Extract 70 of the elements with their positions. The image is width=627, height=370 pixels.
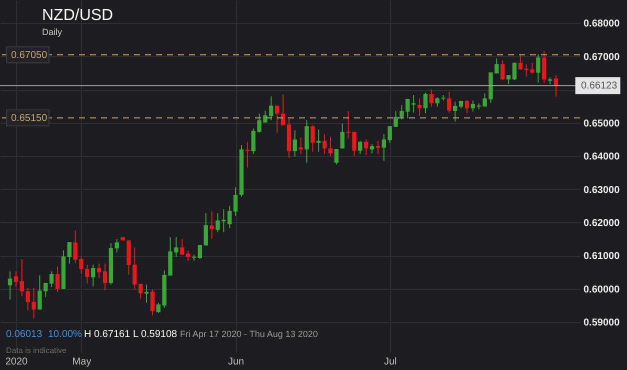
candlestick — [370, 144, 374, 154]
y-tick-label: 0.60000 — [584, 284, 620, 296]
candlestick — [435, 96, 440, 108]
candlestick — [423, 92, 428, 114]
candlestick — [322, 134, 327, 155]
candlestick — [85, 264, 90, 284]
candlestick — [512, 62, 517, 81]
candlestick — [364, 138, 368, 156]
candlestick — [298, 136, 303, 155]
y-tick-label: 0.67000 — [584, 52, 620, 63]
candlestick — [233, 186, 238, 216]
candlestick — [114, 238, 119, 253]
candlestick — [55, 266, 60, 292]
candlestick — [91, 264, 96, 287]
candlestick — [32, 287, 36, 319]
chart-title: NZD/USD — [42, 7, 114, 25]
candlestick — [316, 129, 321, 152]
candlestick — [292, 130, 297, 158]
candlestick — [150, 289, 155, 316]
candlestick — [67, 242, 72, 264]
annotation: H 0.67161 — [84, 329, 130, 340]
candlestick — [210, 211, 214, 240]
candlestick — [304, 120, 309, 164]
candlestick — [453, 101, 458, 122]
ref-line-label: 0.66123 — [581, 80, 618, 92]
candlestick — [96, 263, 102, 278]
candlestick — [340, 123, 344, 149]
candlestick — [328, 136, 333, 157]
candlestick — [470, 100, 476, 112]
y-tick-label: 0.64000 — [584, 152, 620, 163]
ref-line-label: 0.65150 — [11, 112, 48, 124]
candlestick — [429, 88, 434, 108]
candlestick — [334, 148, 339, 165]
candlestick — [417, 98, 422, 116]
candlestick — [20, 258, 24, 297]
candlestick — [204, 212, 208, 246]
candlestick — [358, 140, 362, 155]
candlestick — [536, 54, 540, 84]
y-tick-label: 0.62000 — [584, 218, 620, 229]
x-tick-label: Jul — [384, 356, 397, 368]
y-tick-label: 0.59000 — [584, 318, 620, 329]
x-tick-label: 2020 — [5, 356, 28, 368]
candlestick — [464, 99, 470, 114]
annotation: L 0.59108 — [133, 329, 178, 340]
candlestick — [542, 50, 546, 84]
candlestick — [280, 94, 286, 126]
annotation: 0.06013 — [6, 329, 42, 340]
annotation: Fri Apr 17 2020 - Thu Aug 13 2020 — [180, 329, 318, 339]
candlestick — [198, 244, 202, 260]
annotation: Data is indicative — [6, 346, 66, 355]
candlestick — [447, 91, 452, 114]
candlestick — [186, 250, 190, 262]
y-tick-label: 0.63000 — [584, 184, 620, 196]
candlestick — [8, 270, 12, 300]
candlestick — [376, 140, 380, 155]
y-tick-label: 0.61000 — [584, 251, 620, 262]
x-tick-label: May — [72, 356, 92, 368]
text: Daily — [42, 27, 62, 37]
candlestick — [14, 270, 18, 288]
candlestick — [500, 60, 505, 81]
ref-line-label: 0.67050 — [11, 50, 48, 61]
candlestick — [102, 263, 108, 291]
y-tick-label: 0.65000 — [584, 118, 620, 130]
candlestick — [180, 238, 184, 256]
candlestick — [26, 287, 30, 311]
annotation: 10.00% — [48, 329, 82, 340]
y-tick-label: 0.68000 — [584, 18, 620, 30]
candlestick — [310, 124, 315, 152]
x-tick-label: Jun — [228, 356, 244, 368]
candlestick — [274, 105, 280, 134]
